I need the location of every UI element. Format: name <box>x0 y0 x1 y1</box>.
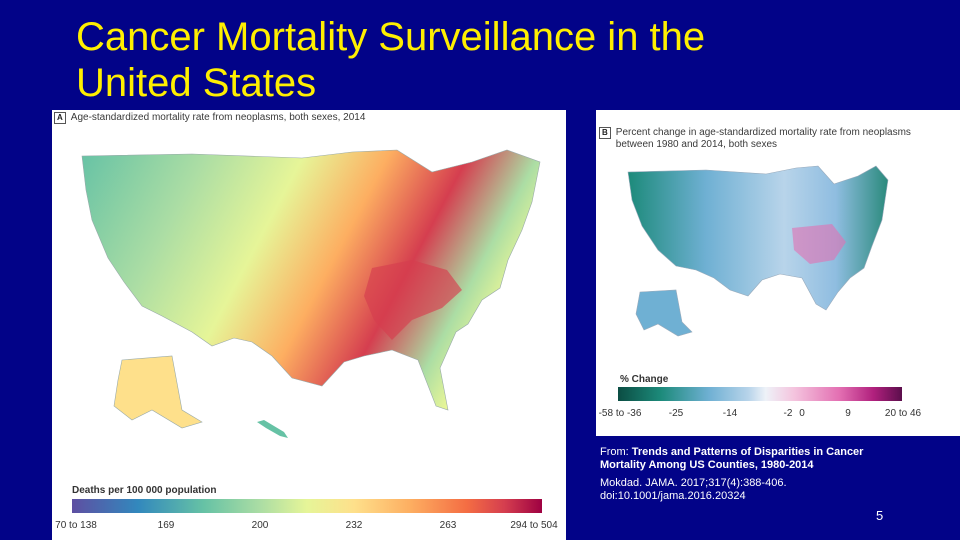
legend-b-tick: 0 <box>799 408 805 419</box>
citation-title: Trends and Patterns of Disparities in Ca… <box>600 446 864 471</box>
panel-b-letter: B <box>599 127 611 139</box>
us-mainland-shape <box>627 165 889 311</box>
legend-a-colorbar <box>72 499 542 513</box>
panel-a-heading-text: Age-standardized mortality rate from neo… <box>70 112 366 123</box>
legend-a-tick: 200 <box>251 520 269 531</box>
legend-b-tick: -14 <box>722 408 738 419</box>
percent-change-map-panel: B Percent change in age-standardized mor… <box>596 110 960 436</box>
slide-title-line-2: United States <box>76 61 317 105</box>
legend-b-tick: -58 to -36 <box>598 408 642 419</box>
citation-prefix: From: <box>600 446 632 458</box>
legend-a-tick: 70 to 138 <box>55 520 97 531</box>
panel-b-heading-text: Percent change in age-standardized morta… <box>615 127 911 150</box>
alaska-shape <box>113 355 203 429</box>
citation-doi: doi:10.1001/jama.2016.20324 <box>600 489 746 502</box>
hawaii-shape <box>257 420 288 438</box>
legend-b-title: % Change <box>620 374 669 385</box>
slide-title: Cancer Mortality Surveillance in the Uni… <box>76 14 836 106</box>
change-hotspot-south <box>792 224 846 264</box>
legend-a-tick: 169 <box>157 520 175 531</box>
percent-change-map <box>627 165 889 337</box>
legend-a-tick: 263 <box>439 520 457 531</box>
mortality-map-panel: A Age-standardized mortality rate from n… <box>52 110 566 540</box>
mortality-hotspot-south <box>364 260 462 340</box>
alaska-shape <box>635 289 693 337</box>
citation: From: Trends and Patterns of Disparities… <box>600 446 890 502</box>
legend-b-tick: 20 to 46 <box>884 408 922 419</box>
legend-a-title: Deaths per 100 000 population <box>72 485 217 496</box>
legend-b-tick: -2 <box>783 408 793 419</box>
panel-a-letter: A <box>54 112 66 124</box>
legend-a-tick: 294 to 504 <box>510 520 558 531</box>
panel-b-heading: B Percent change in age-standardized mor… <box>599 127 944 151</box>
us-mainland-shape <box>81 149 541 411</box>
mortality-rate-map <box>81 149 541 438</box>
slide-number: 5 <box>876 508 884 523</box>
legend-b-colorbar <box>618 387 902 401</box>
legend-b-tick: -25 <box>668 408 684 419</box>
panel-a-heading: A Age-standardized mortality rate from n… <box>54 112 365 124</box>
legend-b-tick: 9 <box>845 408 851 419</box>
slide-title-line-1: Cancer Mortality Surveillance in the <box>76 15 706 59</box>
citation-journal: Mokdad. JAMA. 2017;317(4):388-406. <box>600 477 787 490</box>
legend-a-tick: 232 <box>345 520 363 531</box>
